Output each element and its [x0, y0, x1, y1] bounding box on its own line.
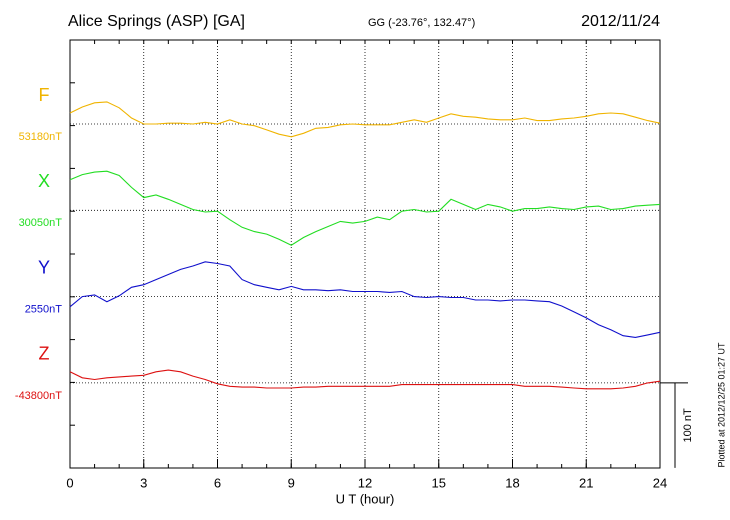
series-line — [69, 170, 661, 246]
series-line — [69, 261, 661, 338]
series-line — [69, 101, 661, 138]
footer: Plotted at 2012/12/25 01:27 UT — [716, 342, 726, 468]
x-tick-label: 18 — [505, 475, 519, 490]
baseline-label: 2550nT — [25, 304, 63, 316]
series-name: Y — [38, 257, 50, 277]
series-name: Z — [39, 344, 50, 364]
series-name: F — [39, 85, 50, 105]
chart-subtitle: GG (-23.76°, 132.47°) — [368, 17, 475, 29]
x-tick-label: 12 — [358, 475, 372, 490]
x-axis-label: U T (hour) — [336, 491, 395, 506]
baseline-label: 53180nT — [19, 131, 63, 143]
baseline-label: -43800nT — [15, 390, 62, 402]
chart-title: Alice Springs (ASP) [GA] — [68, 13, 245, 30]
baseline-label: 30050nT — [19, 217, 63, 229]
x-tick-label: 15 — [432, 475, 446, 490]
x-tick-label: 9 — [288, 475, 295, 490]
x-tick-label: 21 — [579, 475, 593, 490]
x-tick-label: 3 — [140, 475, 147, 490]
series-line — [69, 369, 661, 390]
x-tick-label: 24 — [653, 475, 667, 490]
series-name: X — [38, 171, 50, 191]
x-tick-label: 0 — [66, 475, 73, 490]
chart-date: 2012/11/24 — [581, 13, 660, 30]
x-tick-label: 6 — [214, 475, 221, 490]
scale-bar-label: 100 nT — [682, 408, 694, 443]
